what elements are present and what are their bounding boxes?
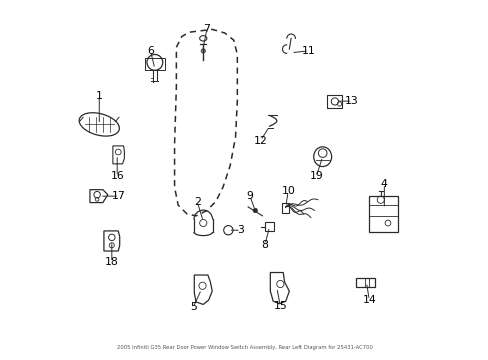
Bar (326, 95, 341, 108)
Circle shape (201, 49, 205, 53)
Text: 18: 18 (105, 257, 119, 267)
Text: 10: 10 (281, 186, 295, 196)
Text: 9: 9 (246, 191, 253, 201)
Text: 16: 16 (110, 171, 124, 181)
Text: 5: 5 (189, 302, 196, 312)
Bar (144, 58, 164, 69)
Text: 11: 11 (302, 46, 315, 56)
Text: 17: 17 (112, 191, 125, 201)
Bar (265, 222, 273, 231)
Text: 7: 7 (203, 24, 210, 35)
Text: 8: 8 (261, 239, 268, 249)
Text: 14: 14 (362, 295, 375, 305)
Text: 2: 2 (193, 197, 200, 207)
Text: 6: 6 (147, 46, 154, 56)
Text: 4: 4 (380, 179, 387, 189)
Text: 3: 3 (237, 225, 244, 235)
Circle shape (253, 208, 257, 213)
Bar (368, 196, 397, 232)
Text: 2005 Infiniti G35 Rear Door Power Window Switch Assembly, Rear Left Diagram for : 2005 Infiniti G35 Rear Door Power Window… (116, 345, 372, 350)
Text: 12: 12 (253, 136, 267, 145)
Text: 15: 15 (273, 301, 286, 311)
Text: 1: 1 (96, 91, 102, 101)
Bar (355, 278, 375, 287)
Bar (282, 203, 289, 213)
Text: 13: 13 (345, 96, 358, 106)
Text: 19: 19 (309, 171, 323, 181)
